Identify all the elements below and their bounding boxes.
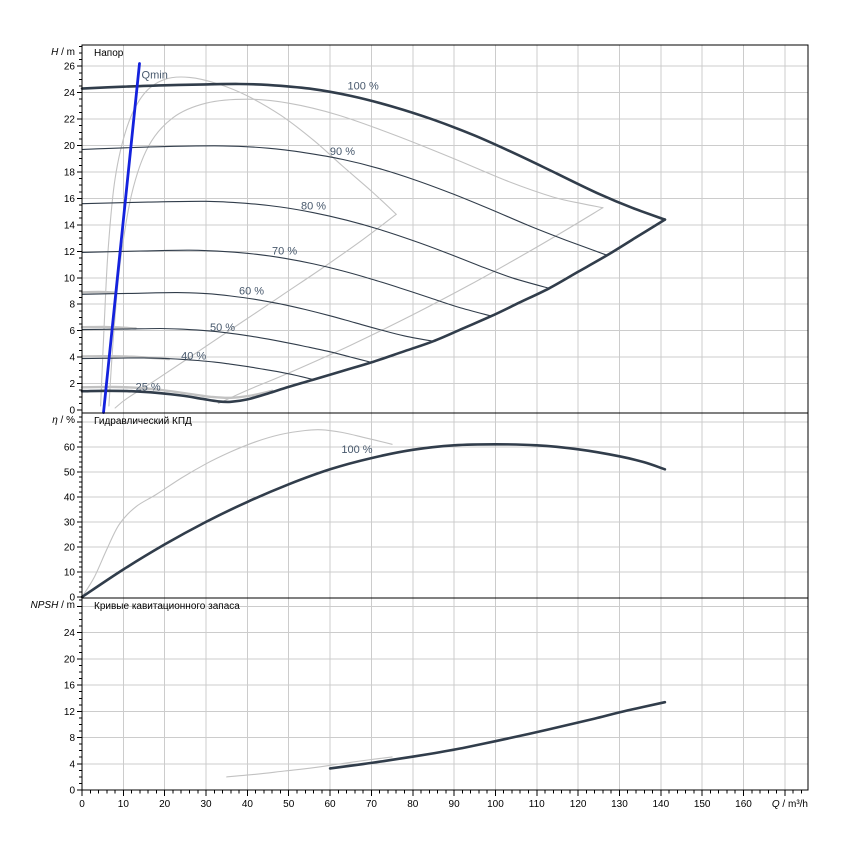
speed-50-curve	[81, 327, 372, 363]
svg-text:12: 12	[64, 247, 76, 258]
svg-text:40 %: 40 %	[181, 350, 206, 362]
speed-80-curve	[81, 200, 550, 289]
svg-text:20: 20	[159, 799, 171, 810]
svg-text:Гидравлический КПД: Гидравлический КПД	[94, 416, 192, 427]
svg-text:70: 70	[366, 799, 378, 810]
speed-90-curve	[81, 145, 608, 256]
svg-text:12: 12	[64, 707, 76, 718]
svg-text:50: 50	[283, 799, 295, 810]
svg-text:22: 22	[64, 115, 76, 126]
svg-text:14: 14	[64, 220, 76, 231]
svg-text:40: 40	[242, 799, 254, 810]
svg-text:4: 4	[69, 353, 75, 364]
svg-text:90 %: 90 %	[330, 146, 355, 158]
speed-100-curve	[80, 82, 667, 221]
curves	[80, 62, 667, 778]
speed-70-curve	[81, 249, 492, 317]
svg-text:20: 20	[64, 654, 76, 665]
svg-text:24: 24	[64, 88, 76, 99]
svg-text:Q / m³/h: Q / m³/h	[772, 799, 808, 810]
svg-text:60: 60	[325, 799, 337, 810]
svg-text:100 %: 100 %	[348, 81, 379, 93]
svg-text:120: 120	[570, 799, 587, 810]
svg-text:10: 10	[64, 567, 76, 578]
efficiency-100-curve	[80, 442, 667, 599]
svg-text:4: 4	[69, 759, 75, 770]
efficiency-reference-curve	[81, 429, 393, 598]
svg-text:160: 160	[735, 799, 752, 810]
svg-text:150: 150	[694, 799, 711, 810]
svg-text:0: 0	[69, 406, 75, 417]
svg-text:16: 16	[64, 194, 76, 205]
ref-curve-60-curve	[80, 290, 117, 294]
svg-text:8: 8	[69, 300, 75, 311]
svg-text:Qmin: Qmin	[142, 69, 168, 81]
max-flow-envelope-curve	[80, 218, 667, 404]
ref-curve-25-curve	[80, 385, 274, 400]
svg-text:100: 100	[487, 799, 504, 810]
svg-text:20: 20	[64, 141, 76, 152]
iso-eff-loop-b-lower-curve	[217, 207, 604, 404]
svg-text:10: 10	[118, 799, 130, 810]
svg-text:70 %: 70 %	[272, 245, 297, 257]
svg-text:30: 30	[64, 517, 76, 528]
svg-text:90: 90	[449, 799, 461, 810]
svg-text:H / m: H / m	[51, 47, 75, 58]
svg-text:110: 110	[529, 799, 545, 810]
svg-text:60: 60	[64, 442, 76, 453]
svg-text:6: 6	[69, 326, 75, 337]
svg-text:60 %: 60 %	[239, 286, 264, 298]
svg-text:130: 130	[611, 799, 628, 810]
iso-eff-loop-a-lower-curve	[114, 213, 397, 409]
svg-text:25 %: 25 %	[136, 382, 161, 394]
qmin-limit-curve	[102, 62, 141, 414]
npsh-reference-curve	[226, 756, 393, 778]
svg-text:80: 80	[407, 799, 419, 810]
svg-text:0: 0	[69, 593, 75, 604]
svg-text:40: 40	[64, 492, 76, 503]
svg-text:50: 50	[64, 467, 76, 478]
svg-text:140: 140	[652, 799, 669, 810]
svg-text:8: 8	[69, 733, 75, 744]
svg-text:30: 30	[200, 799, 212, 810]
svg-text:100 %: 100 %	[341, 444, 372, 456]
iso-eff-loop-b-upper-curve	[108, 98, 604, 407]
axes-borders	[77, 44, 809, 796]
svg-text:26: 26	[64, 62, 76, 73]
labels: 100 %90 %80 %70 %60 %50 %40 %25 %Qmin024…	[31, 47, 808, 810]
svg-text:80 %: 80 %	[301, 200, 326, 212]
svg-text:10: 10	[64, 273, 76, 284]
svg-text:50 %: 50 %	[210, 322, 235, 334]
speed-60-curve	[81, 292, 434, 342]
svg-text:Кривые кавитационного запаса: Кривые кавитационного запаса	[94, 601, 240, 612]
svg-text:2: 2	[69, 379, 75, 390]
svg-text:18: 18	[64, 167, 76, 178]
svg-text:0: 0	[69, 786, 75, 797]
svg-text:NPSH / m: NPSH / m	[31, 600, 75, 611]
svg-text:Напор: Напор	[94, 48, 124, 59]
svg-text:20: 20	[64, 542, 76, 553]
npsh-100-curve	[328, 700, 667, 770]
svg-text:16: 16	[64, 681, 76, 692]
svg-text:24: 24	[64, 628, 76, 639]
svg-text:0: 0	[79, 799, 85, 810]
grid-lines	[82, 45, 808, 790]
speed-40-curve	[81, 357, 315, 381]
svg-text:η / %: η / %	[52, 415, 75, 426]
